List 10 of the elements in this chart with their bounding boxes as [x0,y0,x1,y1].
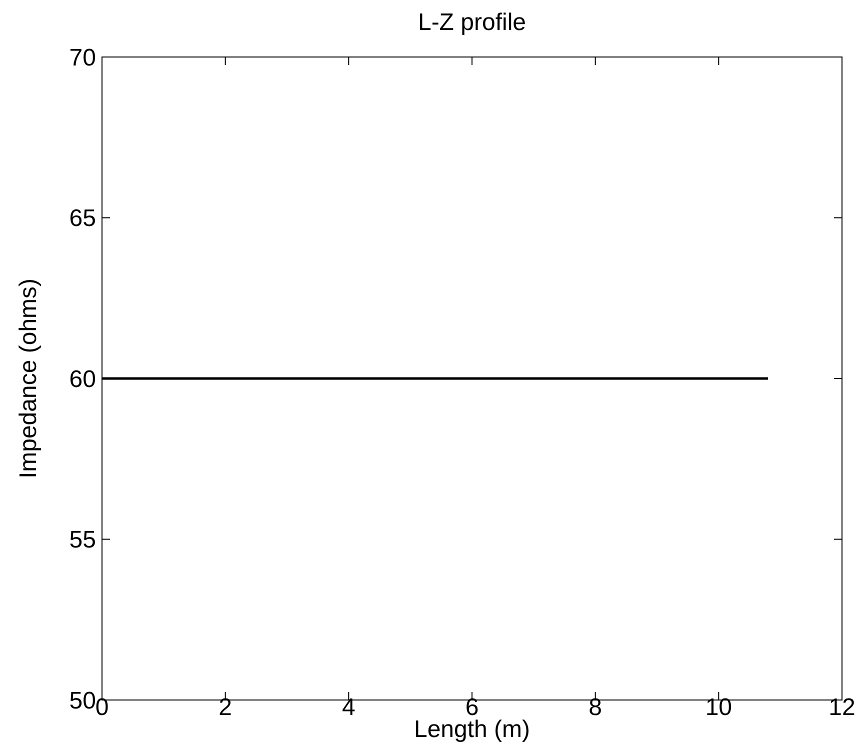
y-tick-label: 65 [69,205,96,232]
y-tick-label: 50 [69,687,96,714]
y-axis-title: Impedance (ohms) [15,278,42,479]
y-tick-label: 55 [69,526,96,554]
chart-title: L-Z profile [418,9,526,36]
y-tick-label: 70 [69,44,96,72]
y-tick-label: 60 [69,366,96,393]
x-tick-label: 12 [828,694,856,721]
x-axis-title: Length (m) [414,716,530,743]
x-tick-label: 4 [342,694,356,721]
